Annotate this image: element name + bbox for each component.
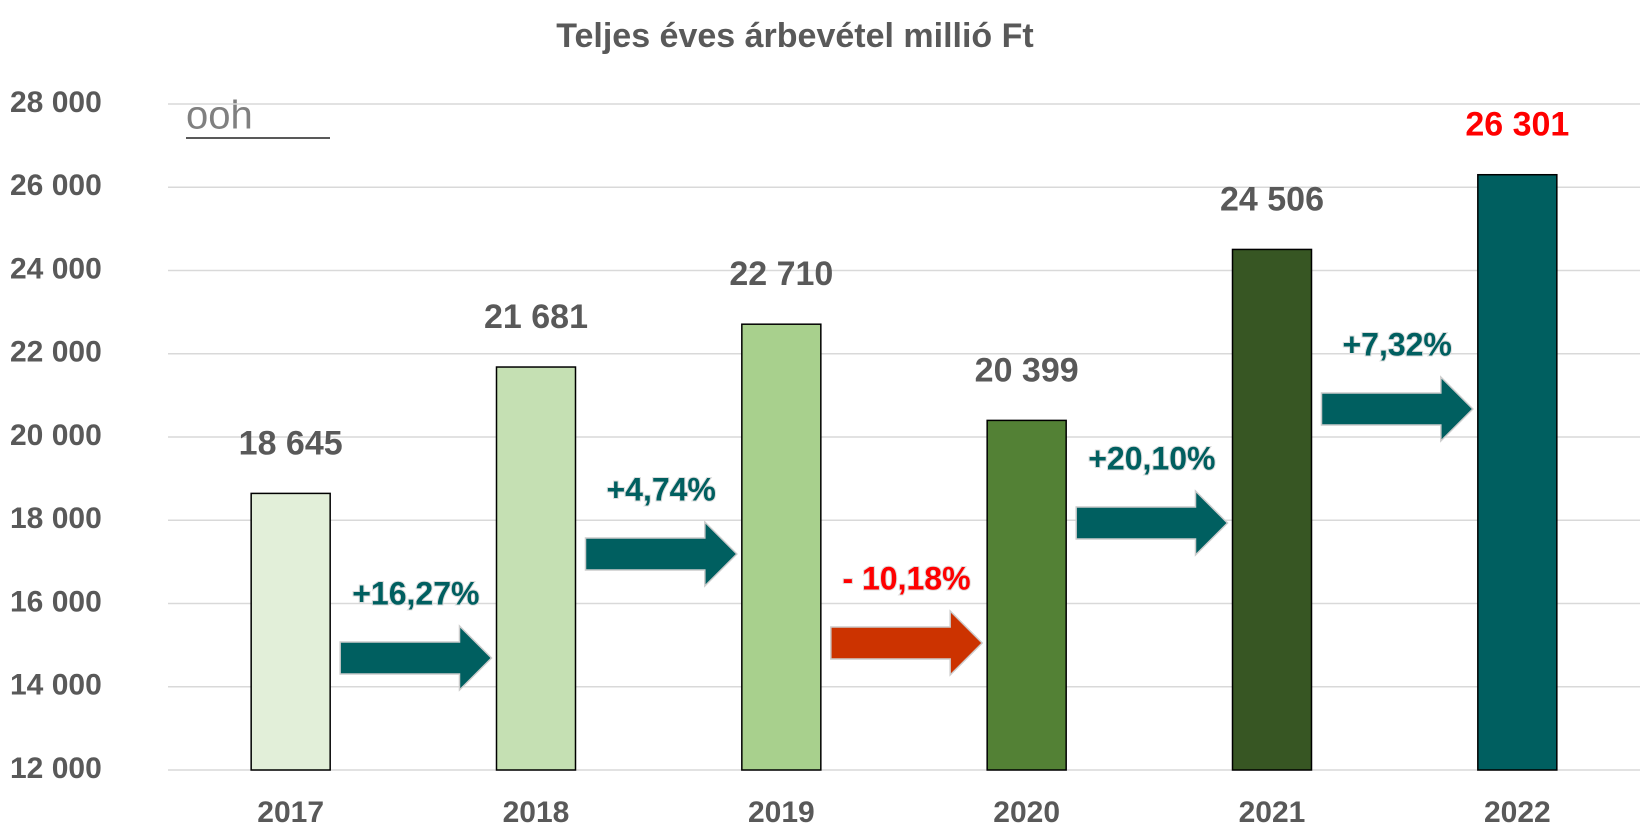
bar: [495, 366, 577, 771]
value-label: 24 506: [1220, 180, 1324, 218]
x-tick-label: 2018: [503, 796, 570, 829]
x-tick-label: 2021: [1239, 796, 1306, 829]
growth-label: +16,27%: [352, 575, 479, 611]
bar: [741, 323, 822, 771]
growth-arrow: [1075, 489, 1229, 557]
y-tick-label: 14 000: [10, 669, 102, 702]
value-label: 18 645: [239, 424, 343, 462]
logo: ooh: [186, 94, 253, 138]
growth-label: +7,32%: [1342, 326, 1451, 362]
growth-arrow: [584, 520, 738, 588]
y-tick-label: 28 000: [10, 86, 102, 119]
bar: [250, 492, 331, 771]
value-label: 22 710: [729, 255, 833, 293]
growth-arrow: [1320, 375, 1474, 443]
bar: [1231, 248, 1313, 771]
value-label: 26 301: [1465, 106, 1569, 144]
y-tick-label: 16 000: [10, 585, 102, 618]
y-tick-label: 26 000: [10, 169, 102, 202]
y-tick-label: 12 000: [10, 752, 102, 785]
y-tick-label: 22 000: [10, 336, 102, 369]
growth-arrow: [339, 624, 493, 692]
value-label: 21 681: [484, 298, 588, 336]
x-tick-label: 2017: [257, 796, 324, 829]
bar: [1477, 173, 1558, 771]
growth-label: - 10,18%: [842, 560, 970, 596]
y-tick-label: 20 000: [10, 419, 102, 452]
y-tick-label: 24 000: [10, 252, 102, 285]
value-label: 20 399: [975, 351, 1079, 389]
chart-title: Teljes éves árbevétel millió Ft: [556, 17, 1033, 55]
growth-label: +4,74%: [606, 471, 715, 507]
growth-label: +20,10%: [1088, 440, 1215, 476]
x-tick-label: 2020: [993, 796, 1060, 829]
y-tick-label: 18 000: [10, 502, 102, 535]
growth-arrow: [830, 609, 984, 677]
x-tick-label: 2022: [1484, 796, 1551, 829]
x-tick-label: 2019: [748, 796, 815, 829]
bar: [986, 419, 1067, 771]
